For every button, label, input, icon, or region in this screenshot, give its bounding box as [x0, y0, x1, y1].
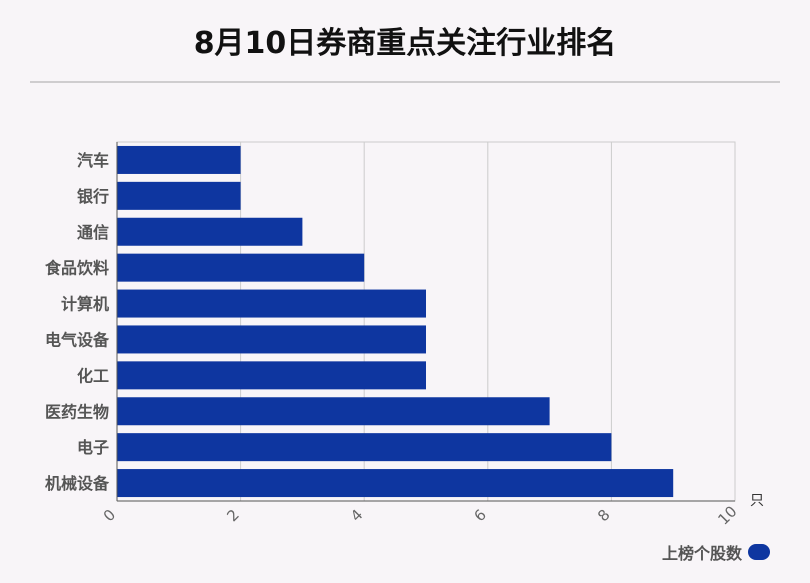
x-tick-label: 8 — [594, 506, 613, 525]
bar-2 — [117, 181, 241, 210]
legend[interactable]: 上榜个股数 — [662, 540, 770, 564]
bar-7 — [117, 361, 426, 390]
legend-swatch — [748, 544, 770, 560]
category-label: 电子 — [77, 438, 109, 457]
category-label: 医药生物 — [45, 402, 109, 421]
bar-4 — [117, 253, 365, 282]
x-tick-label: 10 — [714, 502, 740, 528]
bar-8 — [117, 397, 550, 426]
category-label: 食品饮料 — [44, 259, 109, 278]
x-axis-unit: 只 — [750, 493, 764, 509]
chart-title: 8月10日券商重点关注行业排名 — [193, 26, 617, 61]
title-divider — [30, 81, 780, 83]
x-tick-label: 2 — [223, 506, 242, 525]
category-label: 通信 — [77, 223, 109, 242]
bar-1 — [117, 145, 241, 174]
x-tick-label: 6 — [471, 506, 490, 525]
category-label: 化工 — [77, 366, 109, 385]
bar-5 — [117, 289, 426, 318]
x-tick-label: 4 — [347, 506, 366, 525]
bar-6 — [117, 325, 426, 354]
category-label: 电气设备 — [45, 330, 110, 349]
legend-label: 上榜个股数 — [661, 544, 742, 563]
category-label: 机械设备 — [45, 474, 110, 493]
category-label: 汽车 — [77, 151, 109, 170]
x-tick-label: 0 — [100, 506, 119, 525]
bar-10 — [117, 469, 674, 498]
category-label: 计算机 — [61, 295, 109, 314]
bar-9 — [117, 433, 612, 462]
bar-3 — [117, 217, 303, 246]
category-label: 银行 — [77, 187, 109, 206]
